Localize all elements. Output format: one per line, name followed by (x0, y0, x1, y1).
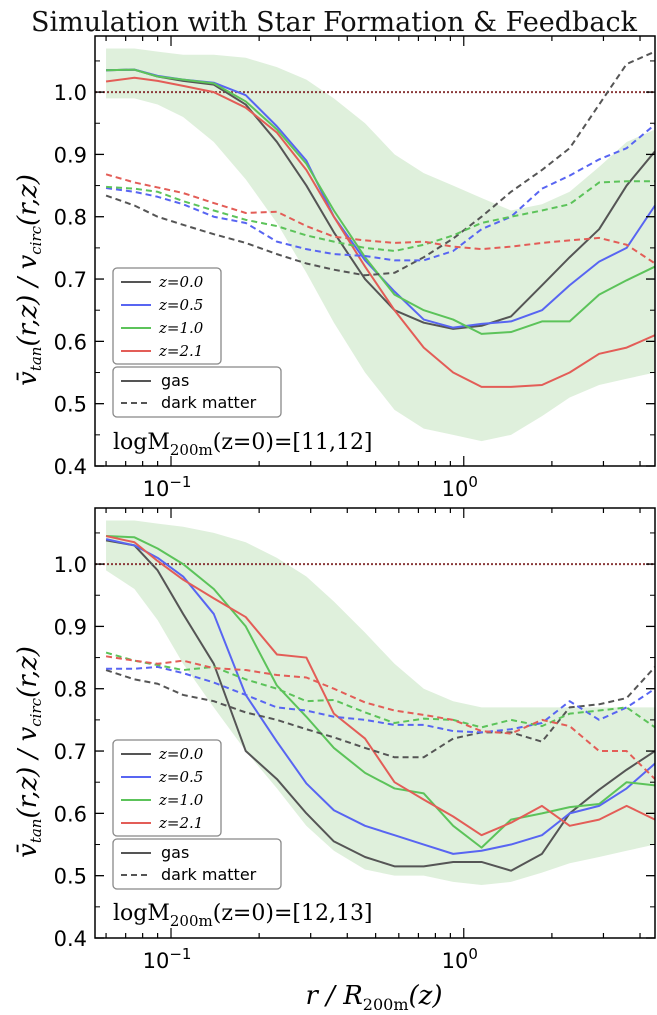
series-line-z00-gas (105, 539, 655, 872)
plot-area (95, 520, 655, 886)
legend-label: z=1.0 (158, 791, 204, 809)
legend-redshift: z=0.0 z=0.5 z=1.0 z=2.1 (112, 267, 222, 365)
y-tick-label: 0.7 (54, 268, 87, 292)
legend-label: dark matter (161, 865, 257, 884)
x-tick-label: 100 (442, 473, 478, 501)
legend-label: gas (161, 371, 189, 390)
legend-label: z=2.1 (158, 342, 203, 360)
legend-label: z=0.0 (158, 745, 204, 763)
legend-component: gas dark matter (112, 366, 282, 418)
series-line-z05-dm (106, 665, 655, 734)
y-axis-label-bottom: v̄tan(r,z) / vcirc(r,z) (13, 646, 45, 858)
figure-title: Simulation with Star Formation & Feedbac… (31, 7, 638, 38)
series-line-z21-dm (105, 173, 655, 265)
x-tick-label: 100 (442, 945, 478, 973)
legend-label: z=0.5 (158, 768, 203, 786)
legend-box (112, 838, 282, 890)
plot-area (95, 48, 655, 442)
y-tick-label: 0.4 (54, 927, 87, 951)
legend-label: z=1.0 (158, 319, 204, 337)
series-line-z05-dm (105, 123, 655, 262)
y-tick-label: 0.4 (54, 455, 87, 479)
series-line-z10-dm (105, 180, 655, 252)
legend-box (112, 267, 222, 365)
series-line-z10-gas (106, 68, 655, 335)
y-tick-label: 0.6 (54, 802, 87, 826)
legend-component: gas dark matter (112, 838, 282, 890)
y-tick-label: 0.6 (54, 330, 87, 354)
legend-box (112, 366, 282, 418)
y-tick-label: 0.9 (54, 143, 87, 167)
plot-frame (94, 35, 656, 467)
y-tick-label: 0.5 (54, 865, 87, 889)
legend-box (112, 739, 222, 837)
y-tick-label: 1.0 (54, 81, 87, 105)
y-axis-label-top: v̄tan(r,z) / vcirc(r,z) (13, 174, 45, 386)
mass-annotation-top: logM200m(z=0)=[11,12] (113, 430, 373, 459)
legend-label: gas (161, 843, 189, 862)
mass-annotation-bottom: logM200m(z=0)=[12,13] (113, 901, 373, 930)
series-line-z00-dm (105, 666, 655, 759)
legend-label: dark matter (161, 393, 257, 412)
x-axis-label: r / R200m(z) (305, 981, 442, 1014)
plot-frame (94, 507, 656, 939)
series-line-z21-gas (105, 76, 655, 388)
scatter-band (106, 520, 655, 886)
x-tick-label: 10−1 (143, 473, 192, 501)
panel-top: v̄tan(r,z) / vcirc(r,z) logM200m(z=0)=[1… (13, 35, 656, 501)
y-tick-label: 0.5 (54, 393, 87, 417)
panel-bottom: v̄tan(r,z) / vcirc(r,z) logM200m(z=0)=[1… (13, 507, 656, 973)
series-line-z21-gas (105, 535, 655, 837)
x-tick-label: 10−1 (143, 945, 192, 973)
y-tick-label: 1.0 (54, 553, 87, 577)
y-tick-label: 0.7 (54, 740, 87, 764)
series-line-z00-gas (106, 68, 655, 330)
y-tick-label: 0.8 (54, 206, 87, 230)
legend-label: z=2.1 (158, 814, 203, 832)
scatter-band (106, 48, 655, 442)
series-line-z10-gas (106, 535, 655, 849)
y-tick-label: 0.9 (54, 615, 87, 639)
series-line-z10-dm (105, 651, 655, 729)
legend-label: z=0.5 (158, 296, 203, 314)
y-tick-label: 0.8 (54, 678, 87, 702)
series-line-z21-dm (105, 655, 655, 780)
legend-label: z=0.0 (158, 273, 204, 291)
series-line-z00-dm (105, 50, 655, 277)
legend-redshift: z=0.0 z=0.5 z=1.0 z=2.1 (112, 739, 222, 837)
